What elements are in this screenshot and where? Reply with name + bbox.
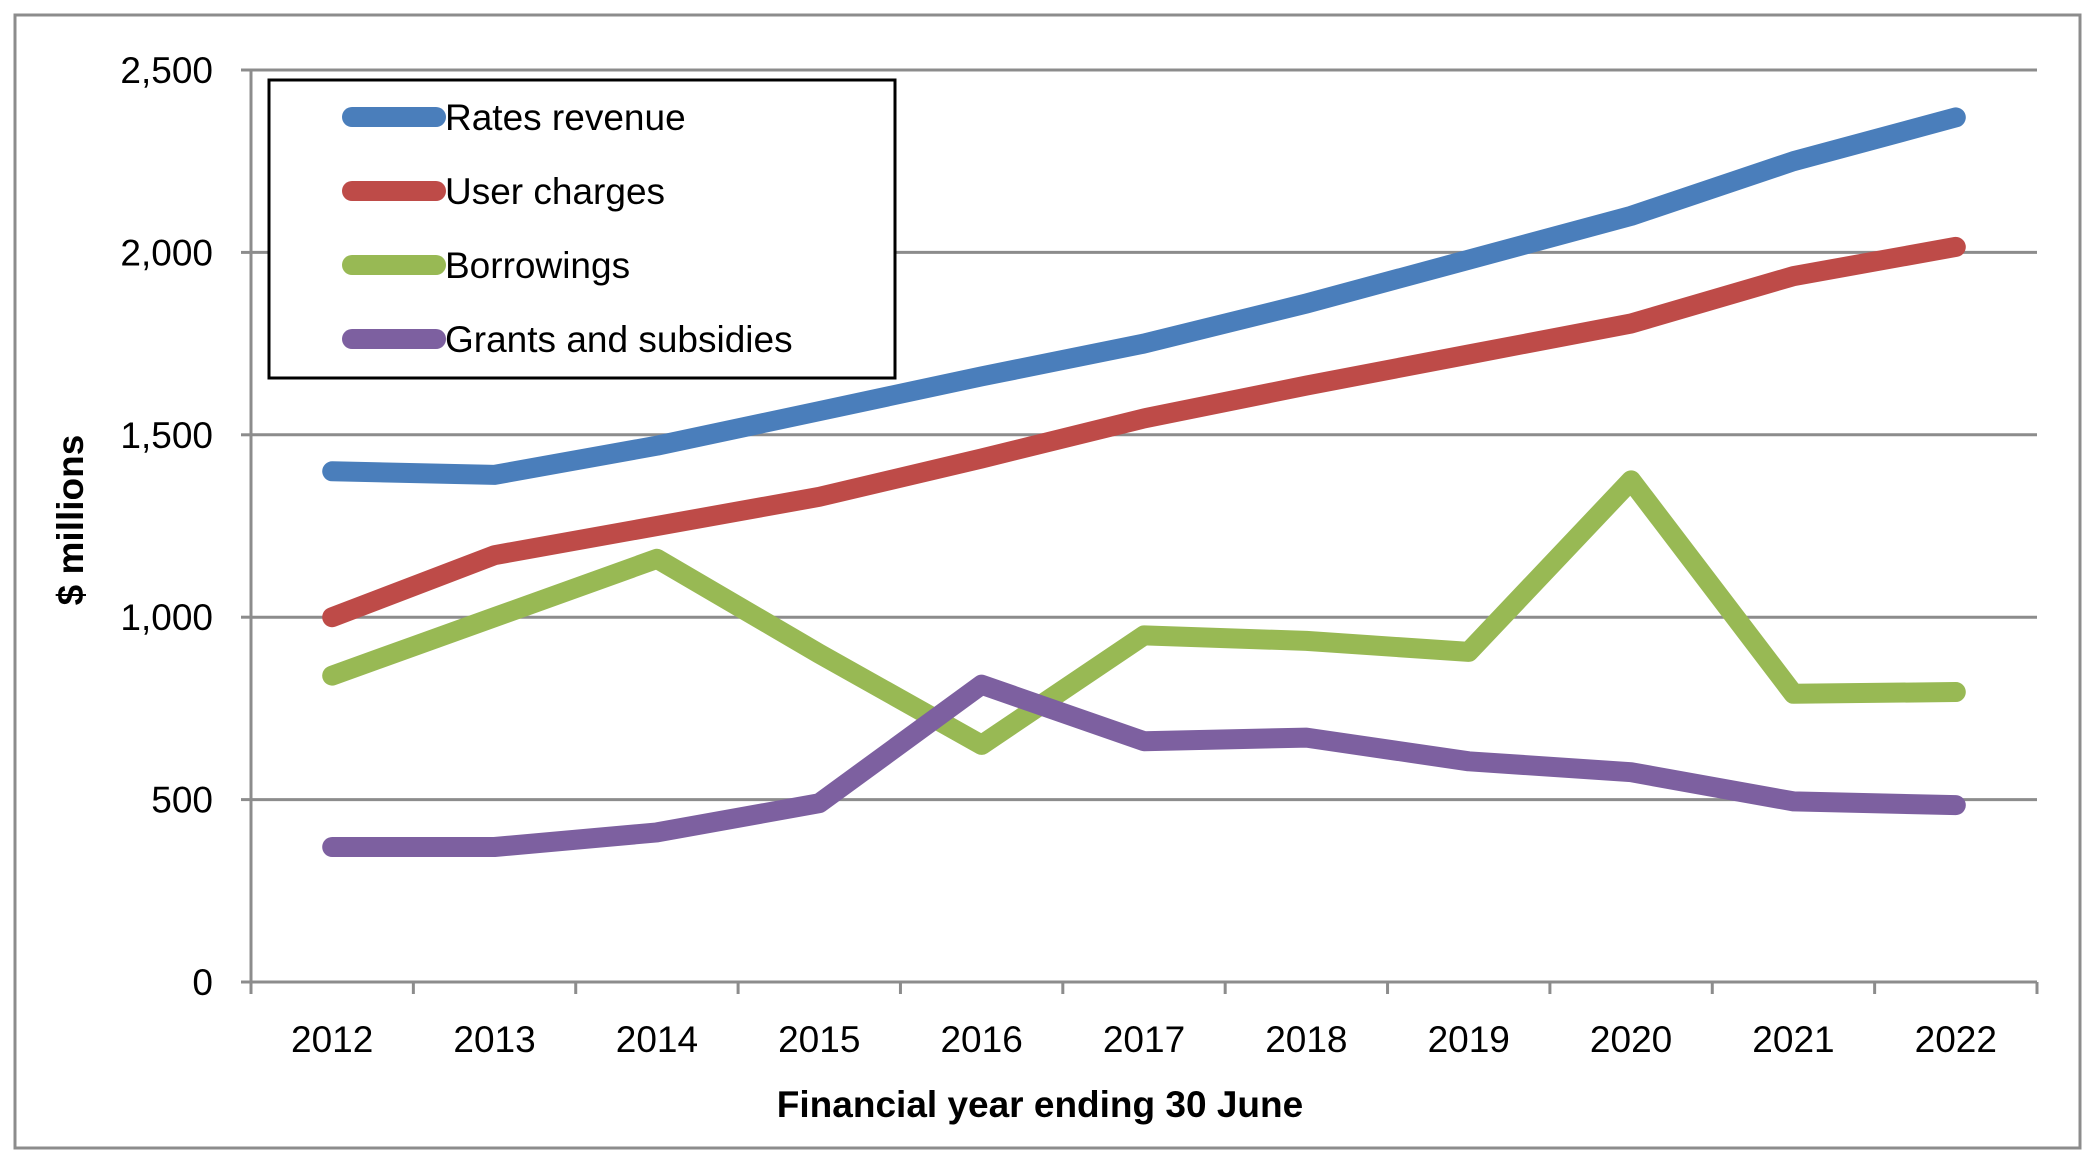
x-tick-label: 2015 [778,1019,860,1060]
legend-box [267,78,897,380]
x-tick-label: 2013 [453,1019,535,1060]
axes [241,68,2039,994]
y-tick-label: 1,500 [120,415,213,456]
y-tick-label: 1,000 [120,597,213,638]
series-line-rates-revenue [322,107,1966,485]
x-tick-label: 2021 [1752,1019,1834,1060]
y-tick-label: 2,000 [120,232,213,273]
legend-label-rates-revenue: Rates revenue [445,97,686,138]
x-tick-label: 2012 [291,1019,373,1060]
y-axis-title: $ millions [50,435,91,606]
y-tick-label: 2,500 [120,50,213,91]
x-tick-label: 2022 [1915,1019,1997,1060]
series-line-user-charges [322,236,1966,628]
y-tick-label: 500 [151,780,213,821]
series-line-borrowings [322,470,1966,755]
legend: Rates revenue User charges Borrowings Grant… [267,78,897,380]
x-tick-label: 2014 [616,1019,698,1060]
x-tick-label: 2018 [1265,1019,1347,1060]
legend-label-grants-and-subsidies: Grants and subsidies [445,319,793,360]
x-tick-label: 2017 [1103,1019,1185,1060]
series-line-grants-and-subsidies [322,674,1966,857]
series-lines [322,107,1966,857]
tick-labels: 0 500 1,000 1,500 2,000 2,500 2012 2013 2014 2015… [120,50,1997,1060]
legend-label-borrowings: Borrowings [445,245,630,286]
x-tick-label: 2016 [940,1019,1022,1060]
y-tick-label: 0 [192,962,213,1003]
legend-label-user-charges: User charges [445,171,665,212]
x-tick-label: 2020 [1590,1019,1672,1060]
x-tick-label: 2019 [1428,1019,1510,1060]
x-axis-title: Financial year ending 30 June [777,1084,1303,1125]
